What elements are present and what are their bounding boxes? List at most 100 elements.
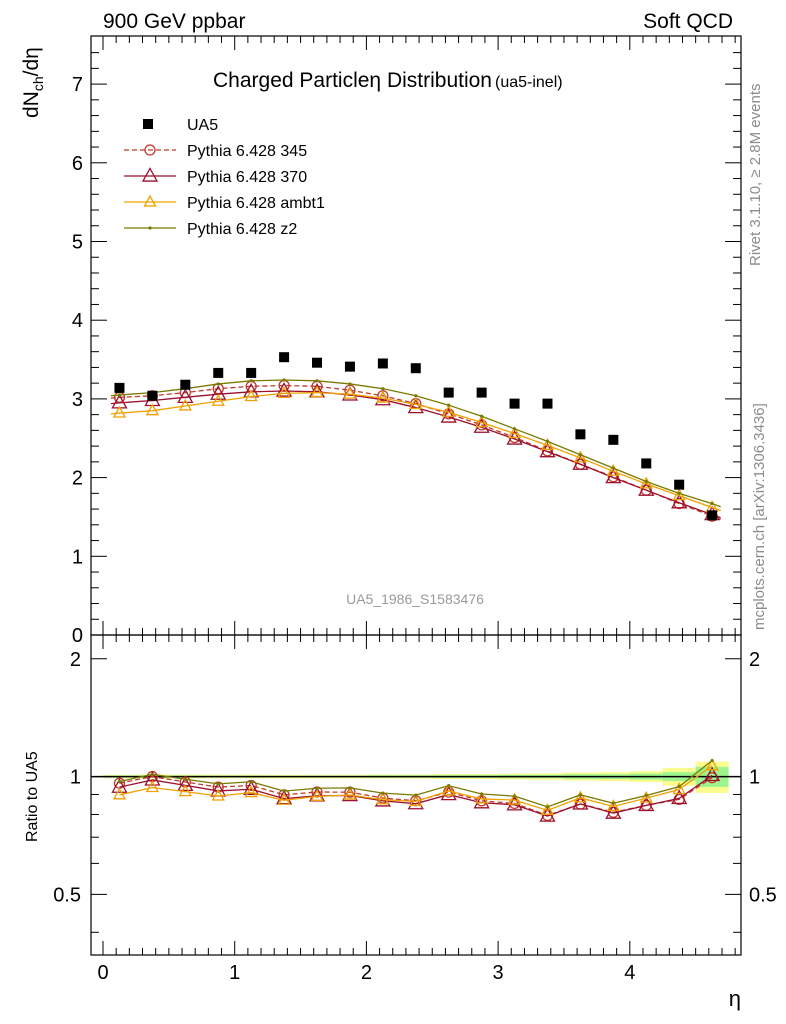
x-tick-label: 2 [361, 962, 372, 984]
ratio-marker [540, 803, 555, 815]
data-point [312, 357, 323, 368]
series-marker [409, 397, 423, 410]
series-marker [578, 453, 583, 457]
ratio-marker [573, 790, 588, 803]
ratio-tick-label-left: 1 [70, 767, 81, 789]
ratio-marker [249, 780, 253, 784]
series-marker [611, 466, 615, 470]
ratio-marker [638, 796, 655, 812]
y-axis-label-main: dN [20, 91, 43, 118]
series-marker [275, 382, 293, 397]
axis-ticks: 0 1 2 3 4 0 1 2 3 4 5 6 7 0.5 0.5 1 1 2 2 [53, 36, 777, 984]
legend-label: Pythia 6.428 370 [187, 169, 307, 186]
x-tick-label: 3 [493, 962, 504, 984]
series-lines [110, 378, 721, 822]
data-points [114, 352, 718, 521]
lower-plot-frame [90, 634, 742, 956]
ratio-marker [442, 783, 456, 796]
ratio-marker [611, 801, 615, 805]
series-marker [216, 382, 220, 386]
series-marker [310, 385, 324, 398]
y-tick-label: 6 [72, 153, 83, 175]
ratio-tick-label-right: 1 [749, 767, 760, 789]
legend: UA5 Pythia 6.428 345 Pythia 6.428 370 Pythi… [124, 117, 325, 238]
legend-marker [143, 194, 157, 207]
series-marker [475, 415, 489, 428]
ratio-tick-label-right: 2 [749, 649, 760, 671]
data-point [575, 429, 586, 440]
data-point [476, 387, 487, 398]
ratio-marker [507, 792, 522, 805]
series-marker [447, 403, 451, 407]
series-marker [277, 386, 291, 399]
ratio-marker [277, 793, 291, 805]
category-label: Soft QCD [643, 10, 733, 33]
legend-label: Pythia 6.428 345 [187, 143, 307, 160]
series-marker [507, 426, 522, 439]
ratio-marker [677, 785, 681, 789]
ratio-marker [343, 787, 357, 800]
ratio-marker [112, 787, 127, 800]
ratio-marker [310, 789, 324, 801]
ratio-marker [183, 777, 187, 781]
data-point [246, 367, 257, 378]
chart-title-eta: η [369, 69, 381, 92]
series-marker [638, 481, 655, 496]
chart-title-main: Charged Particle [213, 69, 369, 92]
ratio-marker [111, 778, 128, 793]
data-point [344, 361, 355, 372]
ratio-marker [376, 792, 390, 805]
data-point [608, 434, 619, 445]
data-point [180, 379, 191, 390]
series-line-ratio [119, 765, 713, 812]
series-marker [407, 398, 424, 414]
ratio-marker [244, 785, 258, 798]
y-axis-label-sub: ch [30, 76, 46, 91]
ratio-marker [282, 789, 286, 793]
series-line-upper [110, 384, 721, 520]
rivet-label: Rivet 3.1.10, ≥ 2.8M events [747, 84, 764, 267]
series-marker [282, 378, 286, 382]
legend-label: Pythia 6.428 z2 [187, 221, 297, 238]
ratio-marker [473, 793, 490, 809]
series-marker [211, 393, 225, 406]
series-marker [605, 468, 622, 484]
ratio-tick-label-left: 2 [70, 649, 81, 671]
series-marker [512, 427, 517, 431]
y-tick-label: 0 [72, 625, 83, 647]
series-marker [677, 491, 681, 495]
y-axis-label: dNch/dη [20, 47, 46, 118]
ratio-marker [178, 784, 192, 797]
y-axis-label-tail: /dη [20, 47, 43, 76]
ratio-tick-label-right: 0.5 [749, 884, 777, 906]
ratio-marker [578, 793, 583, 797]
ratio-tick-label-left: 0.5 [53, 884, 81, 906]
legend-label: Pythia 6.428 ambt1 [187, 195, 325, 212]
series-line-ratio [119, 760, 713, 808]
x-tick-label: 0 [97, 962, 108, 984]
ratio-marker [671, 789, 688, 805]
ratio-marker [512, 794, 517, 798]
series-marker [177, 388, 194, 404]
ratio-marker [177, 776, 194, 792]
ratio-axis-label: Ratio to UA5 [24, 751, 41, 842]
series-marker [671, 493, 688, 509]
series-marker [442, 405, 456, 417]
ratio-marker [605, 804, 622, 819]
series-marker [377, 390, 389, 402]
ratio-marker [216, 782, 220, 786]
data-point [641, 458, 652, 469]
series-marker [381, 387, 385, 391]
y-tick-label: 7 [72, 74, 83, 96]
data-point [213, 367, 224, 378]
y-tick-label: 1 [72, 546, 83, 568]
series-marker [117, 393, 122, 397]
series-marker [572, 455, 589, 470]
legend-label-data: UA5 [187, 117, 218, 134]
series-marker [178, 398, 192, 411]
ratio-marker [672, 782, 686, 795]
series-marker [249, 379, 253, 383]
data-point [279, 352, 290, 363]
ratio-marker [644, 793, 648, 798]
